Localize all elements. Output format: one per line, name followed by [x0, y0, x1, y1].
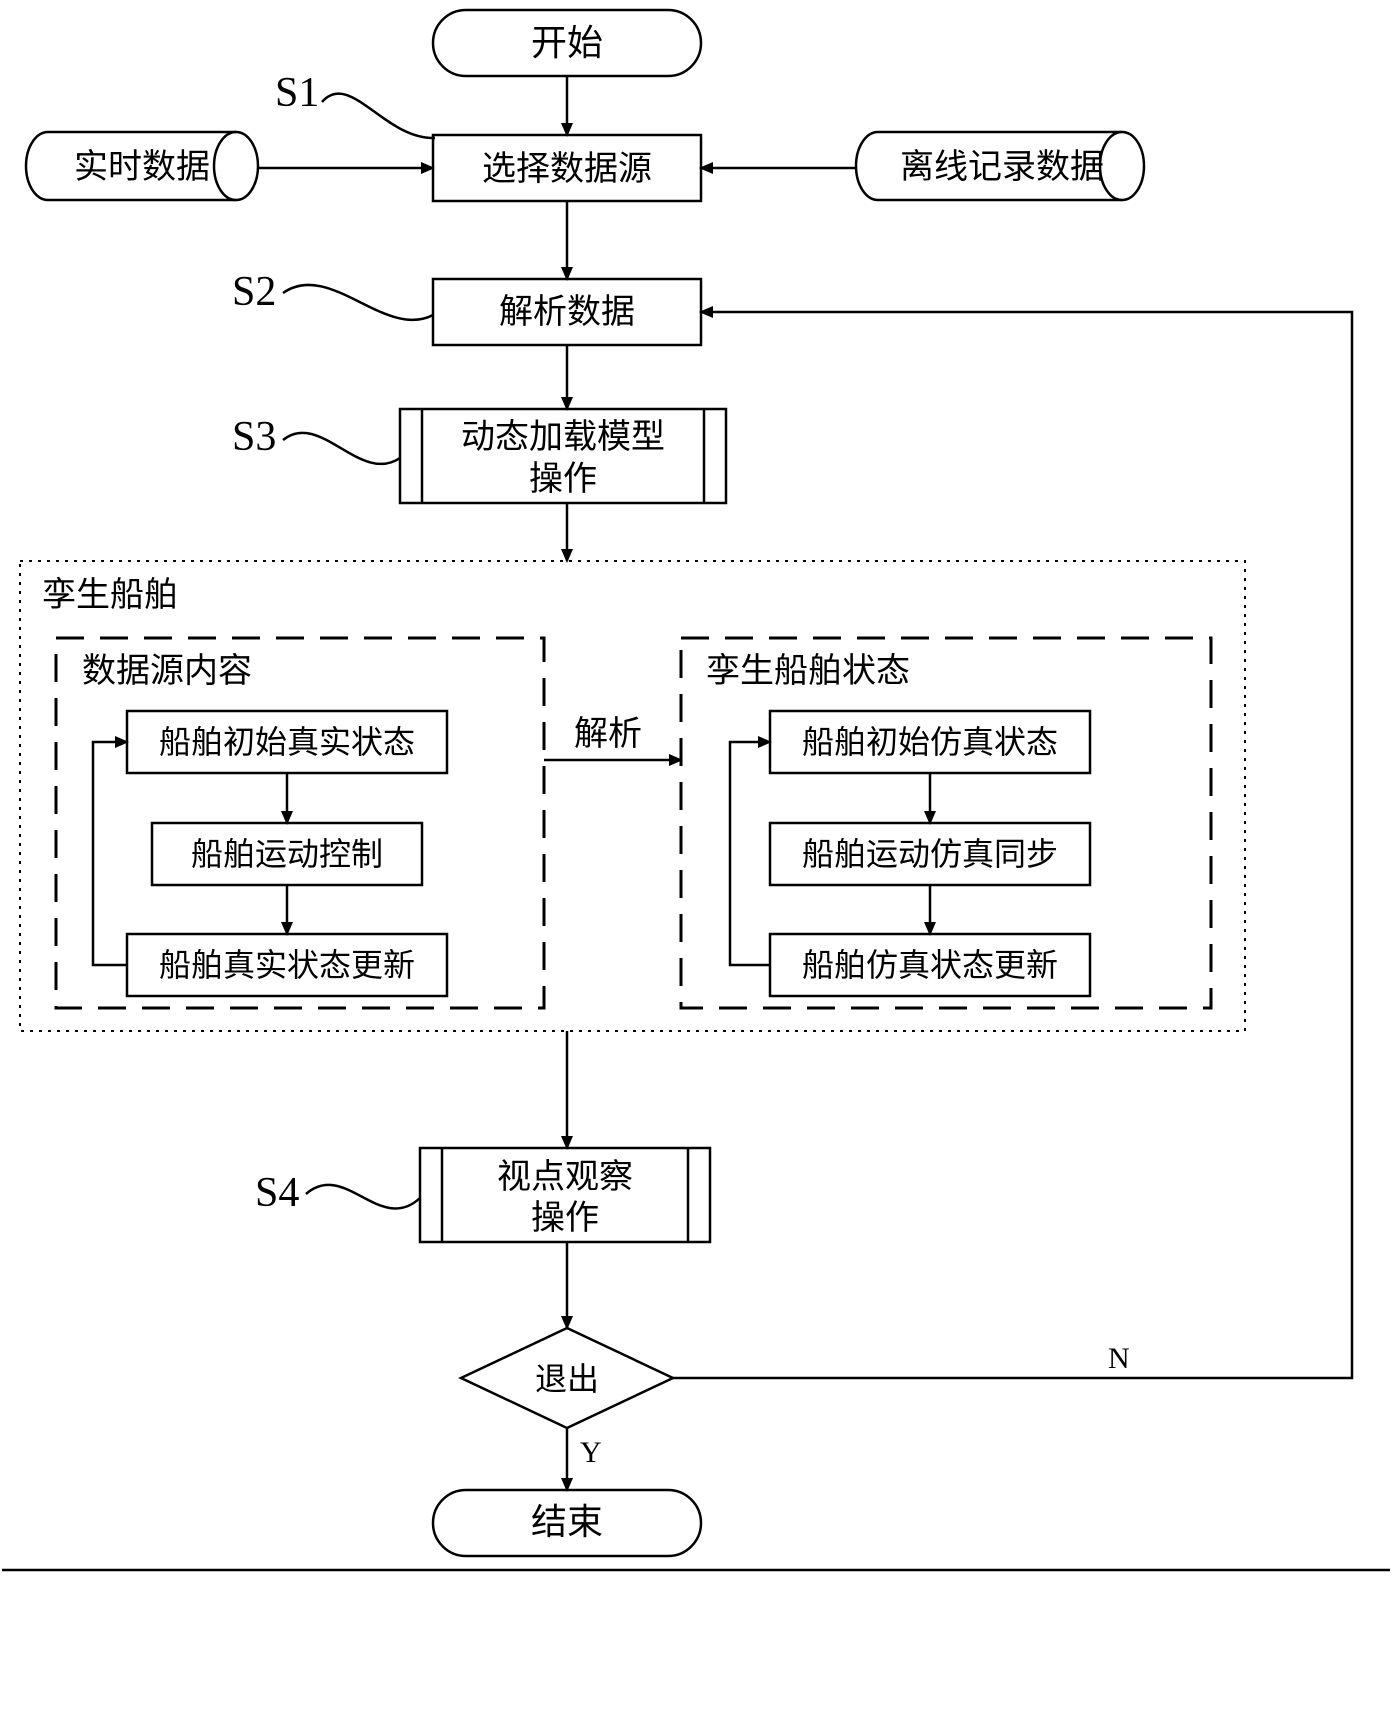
node-start: 开始	[433, 10, 701, 76]
step-s2: S2	[232, 269, 276, 315]
node-sim3: 船舶仿真状态更新	[770, 934, 1090, 996]
flowchart: 开始 实时数据 离线记录数据 选择数据源 解析数据 动态加载模型 操作 孪生船舶…	[0, 0, 1392, 1730]
node-sim1: 船舶初始仿真状态	[770, 711, 1090, 773]
branch-no: N	[1108, 1342, 1130, 1375]
node-view: 视点观察 操作	[420, 1148, 710, 1242]
view-label-2: 操作	[531, 1199, 599, 1237]
sim3-label: 船舶仿真状态更新	[802, 947, 1058, 983]
realtime-label: 实时数据	[74, 148, 210, 186]
node-offline: 离线记录数据	[856, 132, 1144, 200]
wave-s3	[283, 433, 400, 464]
node-src3: 船舶真实状态更新	[127, 934, 447, 996]
src-box-label: 数据源内容	[82, 652, 252, 690]
node-src2: 船舶运动控制	[152, 823, 422, 885]
wave-s4	[306, 1185, 420, 1209]
node-end: 结束	[433, 1490, 701, 1556]
start-label: 开始	[531, 23, 603, 63]
src1-label: 船舶初始真实状态	[159, 724, 415, 760]
select-label: 选择数据源	[482, 150, 652, 188]
parse-mid-label: 解析	[574, 715, 642, 753]
node-exit: 退出	[461, 1328, 673, 1428]
end-label: 结束	[531, 1502, 603, 1542]
edge-src3-src1	[93, 742, 127, 965]
view-label-1: 视点观察	[497, 1158, 633, 1196]
wave-s2	[283, 285, 433, 320]
src3-label: 船舶真实状态更新	[159, 947, 415, 983]
node-sim2: 船舶运动仿真同步	[770, 823, 1090, 885]
step-s1: S1	[275, 70, 319, 116]
node-select: 选择数据源	[433, 135, 701, 201]
sim-box-label: 孪生船舶状态	[706, 652, 910, 690]
sim1-label: 船舶初始仿真状态	[802, 724, 1058, 760]
step-s3: S3	[232, 414, 276, 460]
node-load: 动态加载模型 操作	[400, 409, 726, 503]
node-realtime: 实时数据	[26, 132, 258, 200]
twin-label: 孪生船舶	[42, 576, 178, 614]
branch-yes: Y	[580, 1436, 602, 1469]
load-label-2: 操作	[529, 460, 597, 498]
src2-label: 船舶运动控制	[191, 836, 383, 872]
wave-s1	[322, 94, 435, 138]
parse-label: 解析数据	[499, 293, 635, 331]
edge-sim3-sim1	[730, 742, 770, 965]
step-s4: S4	[255, 1170, 299, 1216]
offline-label: 离线记录数据	[900, 148, 1104, 186]
sim2-label: 船舶运动仿真同步	[802, 836, 1058, 872]
node-src1: 船舶初始真实状态	[127, 711, 447, 773]
load-label-1: 动态加载模型	[461, 418, 665, 456]
exit-label: 退出	[535, 1361, 599, 1397]
node-parse: 解析数据	[433, 279, 701, 345]
